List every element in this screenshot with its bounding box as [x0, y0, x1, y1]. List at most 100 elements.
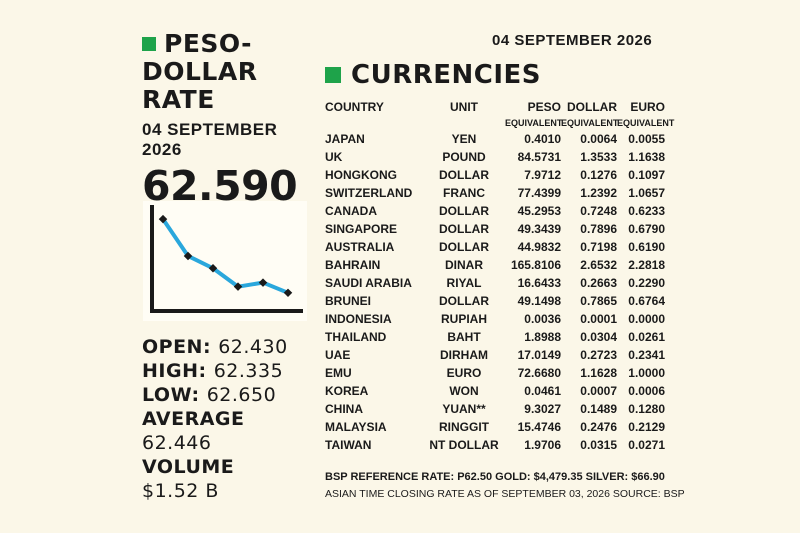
- euro-cell: 0.6790: [628, 222, 665, 236]
- peso-cell: 44.9832: [517, 240, 561, 254]
- table-row: MALAYSIA RINGGIT 15.4746 0.2476 0.2129: [325, 418, 665, 436]
- peso-cell: 84.5731: [517, 150, 561, 164]
- open-value: 62.430: [218, 336, 288, 358]
- green-square-icon: [142, 37, 156, 51]
- table-row: INDONESIA RUPIAH 0.0036 0.0001 0.0000: [325, 310, 665, 328]
- dollar-cell: 0.0315: [580, 438, 617, 452]
- peso-cell: 72.6680: [517, 366, 561, 380]
- dollar-cell: 0.0064: [580, 132, 617, 146]
- unit-cell: DOLLAR: [439, 240, 489, 254]
- col-dollar: DOLLAR: [567, 100, 617, 114]
- euro-cell: 1.0657: [628, 186, 665, 200]
- high-stat: HIGH: 62.335: [142, 359, 312, 383]
- peso-cell: 45.2953: [517, 204, 561, 218]
- table-row: CHINA YUAN** 9.3027 0.1489 0.1280: [325, 400, 665, 418]
- col-peso: PESO: [527, 100, 561, 114]
- country-cell: BRUNEI: [325, 294, 372, 308]
- low-stat: LOW: 62.650: [142, 383, 312, 407]
- dollar-cell: 2.6532: [580, 258, 617, 272]
- country-cell: KOREA: [325, 384, 369, 398]
- unit-cell: DOLLAR: [439, 168, 489, 182]
- dollar-cell: 0.0007: [580, 384, 617, 398]
- table-subheader: EQUIVALENT EQUIVALENT EQUIVALENT: [325, 116, 674, 130]
- table-row: SAUDI ARABIA RIYAL 16.6433 0.2663 0.2290: [325, 274, 665, 292]
- trend-point: [283, 288, 293, 298]
- euro-cell: 0.0006: [628, 384, 665, 398]
- unit-cell: FRANC: [443, 186, 485, 200]
- dollar-cell: 0.1489: [580, 402, 617, 416]
- unit-cell: EURO: [446, 366, 482, 380]
- unit-cell: WON: [449, 384, 479, 398]
- unit-cell: RUPIAH: [440, 312, 487, 326]
- unit-cell: DOLLAR: [439, 204, 489, 218]
- country-cell: TAIWAN: [325, 438, 372, 452]
- table-row: SINGAPORE DOLLAR 49.3439 0.7896 0.6790: [325, 220, 665, 238]
- peso-cell: 49.1498: [517, 294, 561, 308]
- euro-cell: 1.1638: [628, 150, 665, 164]
- table-header: COUNTRY UNIT PESO DOLLAR EURO: [325, 98, 665, 116]
- dollar-cell: 0.2476: [580, 420, 617, 434]
- euro-cell: 0.0261: [628, 330, 665, 344]
- peso-cell: 9.3027: [524, 402, 561, 416]
- peso-cell: 0.0036: [524, 312, 561, 326]
- table-row: SWITZERLAND FRANC 77.4399 1.2392 1.0657: [325, 184, 665, 202]
- currency-table: COUNTRY UNIT PESO DOLLAR EURO EQUIVALENT…: [325, 98, 674, 454]
- euro-cell: 2.2818: [628, 258, 665, 272]
- country-cell: SAUDI ARABIA: [325, 276, 412, 290]
- peso-dollar-title: PESO-: [142, 30, 307, 58]
- peso-cell: 15.4746: [517, 420, 561, 434]
- peso-cell: 16.6433: [517, 276, 561, 290]
- euro-cell: 0.2129: [628, 420, 665, 434]
- rate-stats: OPEN: 62.430 HIGH: 62.335 LOW: 62.650 AV…: [142, 335, 312, 503]
- euro-cell: 0.0000: [628, 312, 665, 326]
- trend-point: [258, 278, 268, 287]
- country-cell: JAPAN: [325, 132, 365, 146]
- unit-cell: YEN: [451, 132, 477, 146]
- euro-cell: 0.0271: [628, 438, 665, 452]
- dollar-cell: 0.7198: [580, 240, 617, 254]
- peso-cell: 7.9712: [524, 168, 561, 182]
- country-cell: UK: [325, 150, 343, 164]
- table-row: TAIWAN NT DOLLAR 1.9706 0.0315 0.0271: [325, 436, 665, 454]
- country-cell: THAILAND: [325, 330, 387, 344]
- peso-cell: 17.0149: [517, 348, 561, 362]
- peso-cell: 1.8988: [524, 330, 561, 344]
- trend-point: [208, 263, 218, 273]
- dollar-cell: 0.7896: [580, 222, 617, 236]
- dollar-cell: 0.0001: [580, 312, 617, 326]
- dollar-cell: 0.2663: [580, 276, 617, 290]
- peso-cell: 165.8106: [510, 258, 561, 272]
- low-value: 62.650: [206, 384, 277, 406]
- peso-cell: 77.4399: [517, 186, 561, 200]
- trend-point: [158, 214, 168, 224]
- unit-cell: NT DOLLAR: [429, 438, 499, 452]
- col-country: COUNTRY: [325, 100, 384, 114]
- title-line-1: PESO-: [164, 29, 252, 58]
- trend-line: [161, 217, 289, 295]
- currencies-title: CURRENCIES: [325, 60, 541, 90]
- peso-cell: 0.0461: [524, 384, 561, 398]
- trend-svg: [150, 205, 303, 313]
- unit-cell: YUAN**: [442, 402, 486, 416]
- country-cell: UAE: [325, 348, 351, 362]
- euro-cell: 0.2341: [628, 348, 665, 362]
- average-value: 62.446: [142, 432, 212, 454]
- unit-cell: DINAR: [445, 258, 483, 272]
- table-row: UK POUND 84.5731 1.3533 1.1638: [325, 148, 665, 166]
- country-cell: EMU: [325, 366, 352, 380]
- dollar-cell: 0.1276: [580, 168, 617, 182]
- peso-cell: 1.9706: [524, 438, 561, 452]
- peso-cell: 49.3439: [517, 222, 561, 236]
- euro-cell: 0.0055: [628, 132, 665, 146]
- country-cell: SINGAPORE: [325, 222, 398, 236]
- high-label: HIGH:: [142, 360, 207, 382]
- dollar-cell: 1.3533: [580, 150, 617, 164]
- euro-cell: 0.6233: [628, 204, 665, 218]
- table-body: JAPAN YEN 0.4010 0.0064 0.0055 UK POUND 84.5731…: [325, 130, 665, 454]
- volume-value: $1.52 B: [142, 480, 219, 502]
- country-cell: HONGKONG: [325, 168, 397, 182]
- dollar-cell: 0.7865: [580, 294, 617, 308]
- currencies-heading: CURRENCIES: [351, 60, 541, 90]
- sub-dollar: EQUIVALENT: [561, 118, 619, 128]
- unit-cell: RIYAL: [446, 276, 482, 290]
